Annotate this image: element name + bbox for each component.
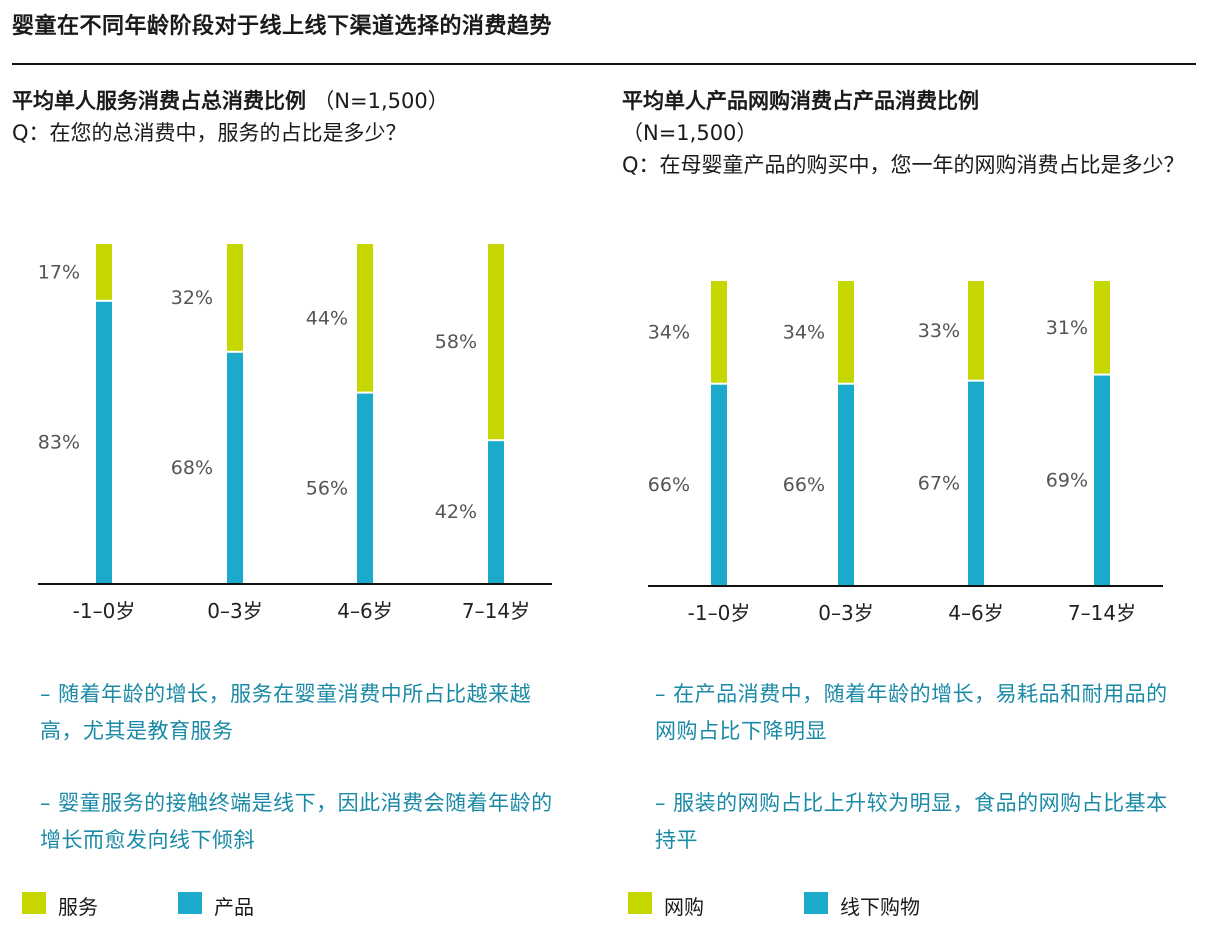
right-panel-title-text: 平均单人产品网购消费占产品消费比例 — [622, 89, 979, 113]
left-bar-服务-0 — [96, 244, 112, 300]
right-data-label-网购-2: 33% — [918, 320, 960, 342]
right-data-label-网购-1: 34% — [783, 321, 825, 343]
right-x-tick-label-3: 7–14岁 — [1068, 601, 1136, 625]
left-data-label-服务-3: 58% — [435, 331, 477, 353]
right-bar-网购-2 — [968, 281, 984, 380]
right-note-2: – 服装的网购占比上升较为明显，食品的网购占比基本持平 — [655, 791, 1168, 852]
left-data-label-产品-1: 68% — [171, 457, 213, 479]
left-bar-服务-3 — [488, 244, 504, 440]
left-bar-服务-2 — [357, 244, 373, 392]
right-panel-sample-size: （N=1,500） — [622, 121, 758, 145]
right-panel-question: Q：在母婴童产品的购买中，您一年的网购消费占比是多少？ — [622, 153, 1185, 177]
left-panel-header: 平均单人服务消费占总消费比例 （N=1,500） Q：在您的总消费中，服务的占比… — [12, 85, 602, 150]
right-note-1: – 在产品消费中，随着年龄的增长，易耗品和耐用品的网购占比下降明显 — [655, 682, 1168, 743]
left-data-label-服务-0: 17% — [38, 261, 80, 283]
page-title: 婴童在不同年龄阶段对于线上线下渠道选择的消费趋势 — [12, 14, 553, 39]
left-panel-question: Q：在您的总消费中，服务的占比是多少？ — [12, 121, 407, 145]
right-x-tick-label-0: -1–0岁 — [688, 601, 751, 625]
left-panel-title: 平均单人服务消费占总消费比例 （N=1,500） — [12, 85, 602, 117]
left-note-2: – 婴童服务的接触终端是线下，因此消费会随着年龄的增长而愈发向线下倾斜 — [40, 791, 553, 852]
left-bar-服务-1 — [227, 244, 243, 351]
left-data-label-产品-0: 83% — [38, 431, 80, 453]
left-bar-产品-3 — [488, 441, 504, 584]
right-bar-线下购物-2 — [968, 381, 984, 586]
left-data-label-服务-1: 32% — [171, 287, 213, 309]
right-data-label-线下购物-2: 67% — [918, 472, 960, 494]
right-bar-线下购物-0 — [711, 384, 727, 586]
right-bar-线下购物-1 — [838, 384, 854, 586]
left-x-tick-label-1: 0–3岁 — [207, 599, 262, 623]
right-panel-header: 平均单人产品网购消费占产品消费比例 （N=1,500） Q：在母婴童产品的购买中… — [622, 85, 1202, 182]
left-bar-产品-1 — [227, 352, 243, 584]
right-bar-线下购物-3 — [1094, 375, 1110, 586]
left-data-label-产品-2: 56% — [306, 477, 348, 499]
right-data-label-线下购物-1: 66% — [783, 474, 825, 496]
right-bar-网购-3 — [1094, 281, 1110, 374]
right-data-label-线下购物-3: 69% — [1046, 469, 1088, 491]
right-data-label-网购-0: 34% — [648, 321, 690, 343]
left-bar-产品-2 — [357, 393, 373, 584]
right-data-label-线下购物-0: 66% — [648, 474, 690, 496]
left-x-tick-label-0: -1–0岁 — [73, 599, 136, 623]
legend-label-offline: 线下购物 — [840, 895, 920, 919]
right-bar-网购-1 — [838, 281, 854, 383]
legend-label-online: 网购 — [664, 895, 704, 919]
legend-swatch-product — [178, 892, 202, 914]
left-data-label-产品-3: 42% — [435, 501, 477, 523]
left-x-tick-label-3: 7–14岁 — [462, 599, 530, 623]
left-note-1: – 随着年龄的增长，服务在婴童消费中所占比越来越高，尤其是教育服务 — [40, 682, 532, 743]
right-data-label-网购-3: 31% — [1046, 317, 1088, 339]
left-panel-title-text: 平均单人服务消费占总消费比例 — [12, 89, 306, 113]
legend-swatch-online — [628, 892, 652, 914]
left-panel-sample-size: （N=1,500） — [313, 89, 449, 113]
legend-label-product: 产品 — [214, 895, 254, 919]
title-divider — [12, 63, 1196, 65]
legend-swatch-service — [22, 892, 46, 914]
right-bar-网购-0 — [711, 281, 727, 383]
left-data-label-服务-2: 44% — [306, 307, 348, 329]
right-x-tick-label-1: 0–3岁 — [818, 601, 873, 625]
left-bar-产品-0 — [96, 301, 112, 584]
legend-label-service: 服务 — [58, 895, 98, 919]
left-x-tick-label-2: 4–6岁 — [337, 599, 392, 623]
right-panel-title: 平均单人产品网购消费占产品消费比例 （N=1,500） — [622, 85, 1202, 149]
right-x-tick-label-2: 4–6岁 — [948, 601, 1003, 625]
legend-swatch-offline — [804, 892, 828, 914]
